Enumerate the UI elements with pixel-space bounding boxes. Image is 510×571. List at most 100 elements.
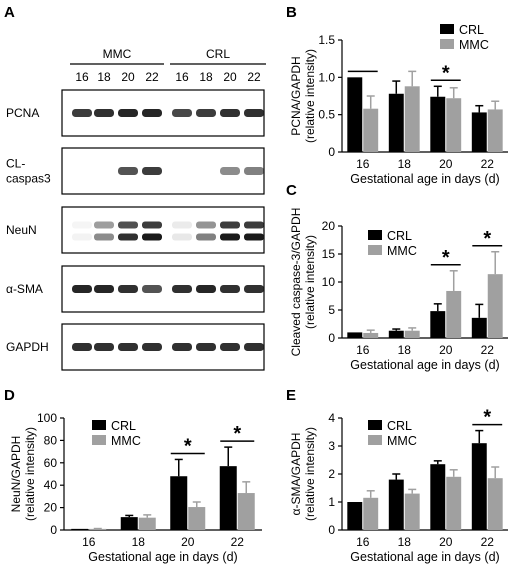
x-tick-label: 18 [398,535,412,549]
legend-swatch [92,420,106,430]
significance-star: * [483,228,491,250]
bar [471,317,487,338]
significance-star: * [184,435,192,457]
blot-band [196,233,216,241]
y-tick-label: 100 [37,411,57,425]
chart-pcna: 0 0.5 1.0 1.5 16 18 20 22 * Gestational age in da… [289,23,508,186]
bar [471,112,487,152]
blot-band [118,285,138,293]
bar [347,502,363,530]
legend-swatch [440,39,454,49]
blot-row-label: caspas3 [6,172,51,186]
y-axis-label: (relative intensity) [303,235,317,329]
bar [404,330,420,338]
blot-lane-label: 18 [97,70,111,84]
legend-swatch [440,24,454,34]
y-axis-label: (relative intensity) [303,427,317,521]
x-tick-label: 16 [356,535,370,549]
y-axis-label: Cleaved caspase-3/GAPDH [289,208,303,357]
y-tick-label: 0 [328,145,335,159]
bar [363,332,379,338]
blot-band [142,221,162,229]
x-tick-label: 16 [356,343,370,357]
bar [89,528,107,530]
y-tick-label: 2 [328,467,335,481]
blot-row-label: α-SMA [6,282,43,296]
blot-band [220,221,240,229]
blot-band [196,343,216,351]
bar [487,478,503,530]
y-axis-label: (relative intensity) [23,427,37,521]
legend-label: CRL [459,23,484,37]
bar [120,517,138,530]
bar [363,497,379,530]
panel-letter-a: A [4,4,15,21]
y-tick-label: 0 [328,523,335,537]
x-tick-label: 22 [481,535,495,549]
legend-swatch [368,230,382,240]
blot-band [94,285,114,293]
bar [487,109,503,152]
panel-letter-b: B [286,4,297,21]
blot-band [142,343,162,351]
blot-band [244,233,264,241]
x-tick-label: 20 [439,343,453,357]
y-tick-label: 10 [322,275,336,289]
x-axis-label: Gestational age in days (d) [350,358,499,372]
y-tick-label: 3 [328,439,335,453]
blot-band [220,167,240,175]
bar [71,528,89,530]
bar [446,476,462,530]
blot-lane-label: 18 [199,70,213,84]
legend-swatch [368,245,382,255]
blot-band [72,343,92,351]
x-tick-label: 18 [398,343,412,357]
legend-label: CRL [387,229,412,243]
blot-band [244,167,264,175]
x-axis-label: Gestational age in days (d) [350,550,499,564]
blot-band [220,109,240,117]
blot-band [196,109,216,117]
blot-band [142,109,162,117]
bar [170,476,188,530]
legend-swatch [368,435,382,445]
bar [430,311,446,338]
blot-band [94,109,114,117]
blot-row-label: CL- [6,157,25,171]
blot-band [118,109,138,117]
blot-band [142,285,162,293]
blot-lane-label: 20 [121,70,135,84]
blot-band [94,233,114,241]
legend-label: CRL [387,419,412,433]
blot-band [72,109,92,117]
bar [388,93,404,152]
significance-star: * [233,423,241,445]
bar [219,466,237,530]
blot-band [172,285,192,293]
blot-band [172,109,192,117]
blot-band [196,221,216,229]
chart-cleaved-caspase-3: 0 5 10 15 20 16 18 20 22 * * Gestational age in day… [289,208,508,372]
y-tick-label: 0 [328,331,335,345]
bar [347,77,363,152]
blot-box [61,206,265,254]
bar [404,493,420,530]
legend-swatch [92,435,106,445]
blot-band [220,285,240,293]
blot-lane-label: 22 [247,70,261,84]
bar [237,493,255,530]
blot-band [172,343,192,351]
y-axis-label: α-SMA/GAPDH [289,433,303,516]
blot-band [118,343,138,351]
blot-band [220,343,240,351]
legend-label: MMC [387,244,417,258]
x-tick-label: 18 [398,157,412,171]
bar [388,479,404,530]
blot-row-label: PCNA [6,106,39,120]
x-tick-label: 16 [356,157,370,171]
y-tick-label: 0.5 [318,108,335,122]
y-tick-label: 1.0 [318,70,335,84]
panel-letter-c: C [286,182,297,199]
significance-star: * [442,247,450,269]
